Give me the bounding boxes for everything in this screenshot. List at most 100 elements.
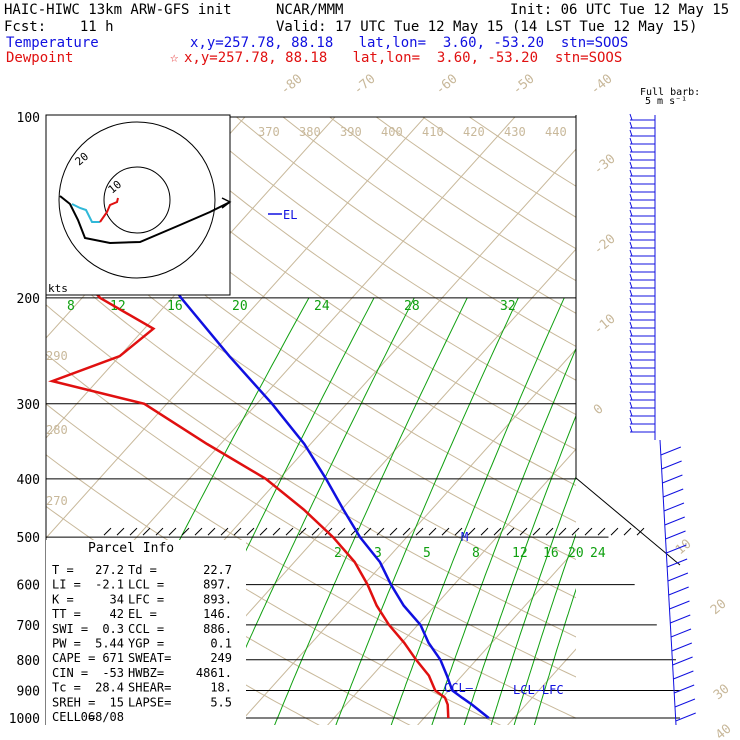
parcel-value: 249 [210,651,232,665]
frozen-level-hatch [259,527,268,536]
init-time: Init: 06 UTC Tue 12 May 15 [510,2,730,18]
parcel-key: CCL = [128,622,164,636]
mixing-ratio-line [274,297,468,725]
isotherm-tick-label: -50 [510,71,538,98]
frozen-level-hatch [129,527,138,536]
wind-barb [667,572,689,582]
wind-barb-flag [629,321,633,329]
wind-barbs: Full barb:5 m s⁻¹ [629,87,700,726]
wind-barb-flag [629,265,633,273]
wind-barb-flag [629,377,633,385]
temperature-location: x,y=257.78, 88.18 lat,lon= 3.60, -53.20 … [190,35,629,51]
hodograph-arrow [221,197,232,209]
isotherm-line [46,116,336,439]
mixing-ratio-label: 16 [167,299,183,314]
dewpoint-location: x,y=257.78, 88.18 lat,lon= 3.60, -53.20 … [184,50,623,66]
wind-barb-flag [629,385,633,393]
forecast-hour: Fcst: 11 h [4,19,114,35]
wind-barb-flag [629,209,633,217]
mixing-ratio-label: 20 [232,299,248,314]
wind-barb-flag [629,425,633,433]
frozen-level-hatch [103,527,112,536]
mixing-ratio-label: 5 [423,546,431,561]
wind-barb-flag [629,361,633,369]
wind-barb [661,460,682,470]
frozen-level-hatch [480,527,489,536]
parcel-panel-bg [46,540,246,725]
mixing-ratio-label: 24 [314,299,330,314]
isotherm-tick-label: 10 [673,537,695,559]
barb-legend-title: Full barb: [640,87,700,98]
parcel-value: 068/08 [81,710,124,724]
wind-barb [660,446,682,456]
frozen-level-hatch [116,527,125,536]
pressure-tick-label: 400 [17,473,40,488]
wind-barb-flag [629,369,633,377]
barb-legend-unit: 5 m s⁻¹ [645,96,687,107]
wind-barb-flag [629,337,633,345]
theta-tick-label: 420 [463,125,485,139]
isotherm-tick-label: -40 [588,71,616,98]
parcel-key: LCL = [128,578,164,592]
wind-barb-flag [629,329,633,337]
mixing-ratio-label: 8 [472,546,480,561]
wind-barb-flag [629,225,633,233]
wind-barb [663,488,684,498]
wind-barb [673,684,695,694]
wind-barb-flag [629,129,633,137]
wind-barb-flag [629,233,633,241]
wind-barb [670,628,692,638]
theta-tick-label: 270 [46,494,68,508]
theta-tick-label: 410 [422,125,444,139]
parcel-key: SHEAR= [128,681,171,695]
wind-barb-flag [629,201,633,209]
frozen-level-hatch [350,527,359,536]
theta-tick-label: 430 [504,125,526,139]
frozen-level-hatch [155,527,164,536]
isotherm-tick-label: -60 [433,71,461,98]
hodograph-ring [103,166,171,234]
dry-adiabat-line [329,116,576,282]
frozen-level-hatch [428,527,437,536]
frozen-level-hatch [285,527,294,536]
parcel-key: LAPSE= [128,695,171,709]
wind-barb-flag [629,193,633,201]
wind-barb [669,600,690,610]
mixing-ratio-line [390,297,565,725]
theta-tick-label: 440 [545,125,567,139]
hodograph-ring [58,121,216,279]
wind-barb-flag [629,257,633,265]
hodograph-units: kts [48,282,68,295]
parcel-value: -53 [102,666,124,680]
wind-barb-flag [629,289,633,297]
parcel-key: EL = [128,607,157,621]
parcel-value: 18. [210,681,232,695]
dry-adiabat-line [189,116,576,381]
pressure-tick-label: 800 [17,654,40,669]
wind-barb-flag [629,153,633,161]
isotherm-tick-label: 0 [591,402,607,419]
mixing-ratio-label: 3 [374,546,382,561]
frozen-level-hatch [636,527,645,536]
mixing-ratio-label: 32 [500,299,516,314]
pressure-tick-label: 500 [17,531,40,546]
pressure-tick-label: 200 [17,292,40,307]
wind-barb [674,698,696,708]
wind-barb-flag [629,241,633,249]
parcel-value: 42 [110,607,124,621]
hodograph-upper-trace [59,195,231,245]
wind-barb-flag [629,409,633,417]
hodograph-low-trace [99,197,119,223]
isotherm-tick-label: -30 [591,151,619,178]
mixing-ratio-label: 16 [543,546,559,561]
wind-barb [666,558,688,568]
frozen-level-hatch [545,527,554,536]
parcel-value: 34 [110,592,124,606]
theta-tick-label: 370 [258,125,280,139]
parcel-value: 0.1 [210,637,232,651]
frozen-level-hatch [493,527,502,536]
isotherm-line [417,548,576,725]
el-label: EL [283,208,297,222]
wind-barb-flag [629,169,633,177]
frozen-level-hatch [597,527,606,536]
